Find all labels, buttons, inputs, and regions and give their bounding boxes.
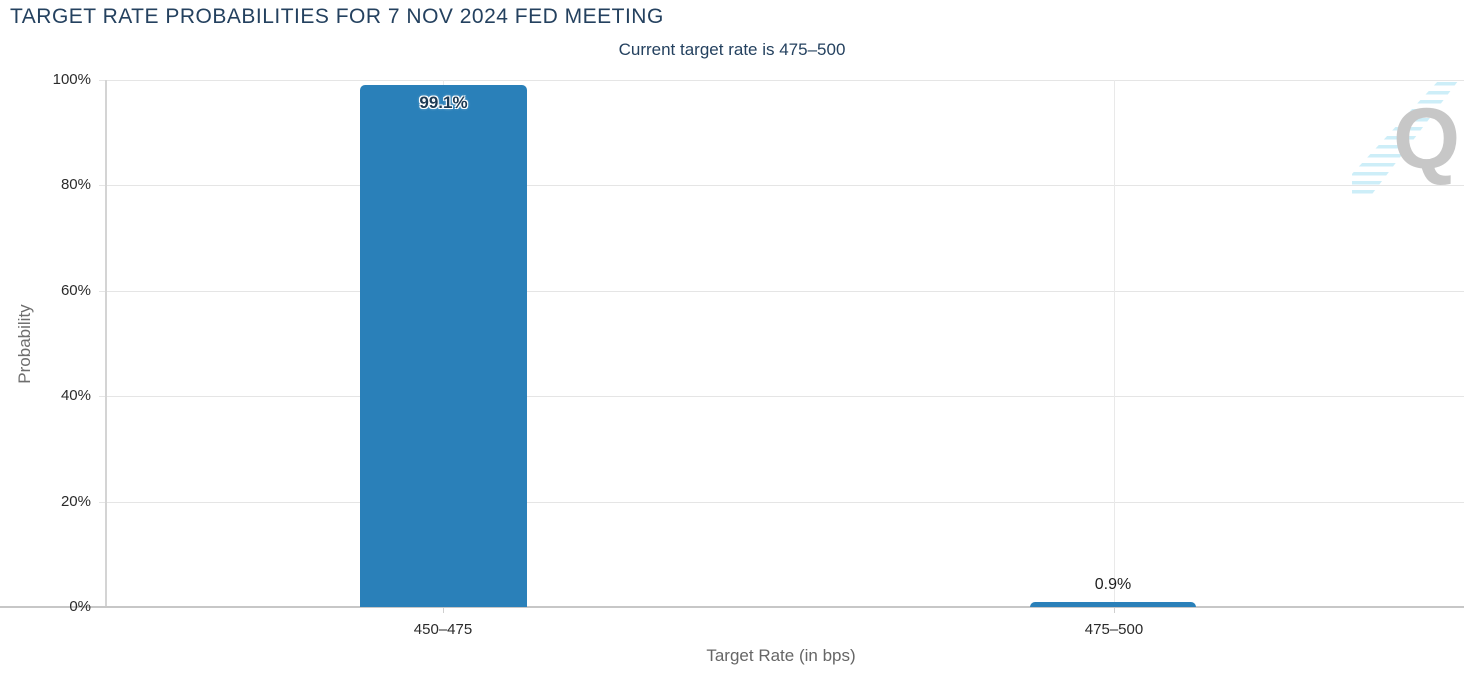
bar-value-label-1: 0.9% (1094, 576, 1132, 594)
x-tick-category-1 (443, 608, 444, 613)
gridline-category-2 (1114, 80, 1115, 607)
gridline-80 (99, 185, 1464, 186)
bar-0[interactable] (360, 84, 527, 607)
hamburger-menu-icon[interactable] (1424, 19, 1449, 39)
quikstrike-watermark-logo: Q (1352, 82, 1464, 194)
gridline-20 (99, 502, 1464, 503)
x-category-label-1: 475–500 (1084, 621, 1144, 638)
x-axis-line (0, 606, 1464, 608)
logo-stripes (1352, 82, 1458, 194)
gridline-40 (99, 396, 1464, 397)
x-tick-category-2 (1114, 608, 1115, 613)
bar-1[interactable] (1030, 602, 1196, 607)
chart-subtitle: Current target rate is 475–500 (618, 40, 846, 59)
bar-value-label-0: 99.1% (419, 92, 468, 112)
chart-title: TARGET RATE PROBABILITIES FOR 7 NOV 2024… (10, 5, 664, 28)
y-axis-line (105, 80, 107, 607)
x-axis-title: Target Rate (in bps) (706, 646, 856, 665)
y-tick-label-100: 100% (52, 71, 91, 88)
y-tick-label-60: 60% (60, 282, 91, 299)
y-tick-label-20: 20% (60, 493, 91, 510)
x-category-label-0: 450–475 (413, 621, 473, 638)
logo-q-letter: Q (1393, 91, 1460, 187)
gridline-60 (99, 291, 1464, 292)
y-axis-title: Probability (15, 304, 34, 384)
y-tick-label-0: 0% (69, 598, 91, 615)
y-tick-label-80: 80% (60, 176, 91, 193)
gridline-100 (99, 80, 1464, 81)
y-tick-label-40: 40% (60, 387, 91, 404)
